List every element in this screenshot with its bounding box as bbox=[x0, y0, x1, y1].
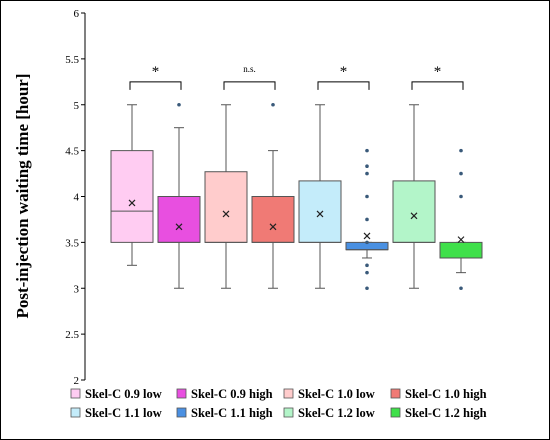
legend-swatch bbox=[283, 388, 294, 399]
box-iqr bbox=[298, 180, 342, 243]
legend-item: Skel-C 1.0 high bbox=[390, 387, 487, 401]
legend-label: Skel-C 1.1 high bbox=[191, 406, 273, 420]
box-group bbox=[439, 148, 483, 291]
bracket-line bbox=[411, 81, 464, 90]
y-tick-label: 5 bbox=[74, 100, 80, 112]
significance-label: * bbox=[340, 64, 348, 80]
y-tick-label: 4.5 bbox=[65, 146, 79, 158]
legend-item: Skel-C 1.2 high bbox=[390, 406, 487, 420]
mean-marker bbox=[222, 210, 230, 218]
y-tick-label: 3 bbox=[74, 283, 80, 295]
bracket-line bbox=[317, 81, 370, 90]
outlier-point bbox=[365, 217, 369, 222]
significance-brackets: * n.s. * * bbox=[129, 64, 464, 90]
legend-label: Skel-C 1.2 high bbox=[405, 406, 487, 420]
box-iqr bbox=[157, 196, 201, 243]
box-group bbox=[204, 104, 248, 289]
legend-swatch bbox=[70, 388, 81, 399]
outlier-point bbox=[459, 194, 463, 199]
y-tick-label: 2.5 bbox=[65, 329, 79, 341]
significance-bracket: n.s. bbox=[223, 64, 276, 90]
outlier-point bbox=[365, 286, 369, 291]
mean-marker bbox=[175, 223, 183, 231]
outlier-point bbox=[365, 270, 369, 275]
y-tick-label: 6 bbox=[74, 8, 80, 20]
legend-swatch bbox=[176, 407, 187, 418]
legend: Skel-C 0.9 low Skel-C 0.9 high Skel-C 1.0 … bbox=[70, 387, 487, 420]
significance-bracket: * bbox=[317, 64, 370, 90]
outlier-point bbox=[365, 164, 369, 169]
legend-label: Skel-C 0.9 high bbox=[191, 387, 273, 401]
legend-swatch bbox=[176, 388, 187, 399]
legend-item: Skel-C 1.1 high bbox=[176, 406, 273, 420]
y-axis: 2 2.5 3 3.5 4 4.5 5 5.5 6 bbox=[65, 8, 86, 387]
outlier-point bbox=[365, 171, 369, 176]
box-iqr bbox=[251, 196, 295, 243]
box-group bbox=[298, 104, 342, 289]
legend-label: Skel-C 1.1 low bbox=[85, 406, 162, 420]
legend-item: Skel-C 1.0 low bbox=[283, 387, 375, 401]
plot-area bbox=[110, 102, 483, 291]
y-axis-title: Post-injection waiting time [hour] bbox=[13, 73, 32, 318]
box-group bbox=[392, 104, 436, 289]
legend-swatch bbox=[390, 407, 401, 418]
box-group bbox=[110, 104, 154, 266]
outlier-point bbox=[271, 102, 275, 107]
legend-label: Skel-C 1.0 high bbox=[405, 387, 487, 401]
significance-bracket: * bbox=[129, 64, 182, 90]
box-group bbox=[157, 102, 201, 289]
significance-label: * bbox=[152, 64, 160, 80]
legend-label: Skel-C 1.2 low bbox=[298, 406, 375, 420]
y-tick-label: 4 bbox=[74, 192, 80, 204]
bracket-line bbox=[223, 81, 276, 90]
bracket-line bbox=[129, 81, 182, 90]
outlier-point bbox=[365, 263, 369, 268]
box-group bbox=[251, 102, 295, 289]
legend-swatch bbox=[283, 407, 294, 418]
outlier-point bbox=[459, 286, 463, 291]
legend-swatch bbox=[390, 388, 401, 399]
legend-swatch bbox=[70, 407, 81, 418]
box-iqr bbox=[392, 180, 436, 243]
legend-label: Skel-C 0.9 low bbox=[85, 387, 162, 401]
mean-marker bbox=[457, 236, 465, 244]
y-tick-label: 2 bbox=[74, 375, 80, 387]
box-iqr bbox=[110, 150, 154, 243]
legend-item: Skel-C 1.1 low bbox=[70, 406, 162, 420]
mean-marker bbox=[316, 210, 324, 218]
mean-marker bbox=[410, 212, 418, 220]
outlier-point bbox=[365, 148, 369, 153]
box-group bbox=[345, 148, 389, 291]
mean-marker bbox=[363, 232, 371, 240]
legend-label: Skel-C 1.0 low bbox=[298, 387, 375, 401]
outlier-point bbox=[365, 240, 369, 245]
legend-item: Skel-C 0.9 high bbox=[176, 387, 273, 401]
outlier-point bbox=[177, 102, 181, 107]
outlier-point bbox=[459, 171, 463, 176]
mean-marker bbox=[128, 199, 136, 207]
outlier-point bbox=[459, 148, 463, 153]
significance-bracket: * bbox=[411, 64, 464, 90]
mean-marker bbox=[269, 223, 277, 231]
significance-label: * bbox=[434, 64, 442, 80]
outlier-point bbox=[365, 194, 369, 199]
significance-label: n.s. bbox=[243, 64, 256, 74]
box-iqr bbox=[204, 171, 248, 243]
box-iqr bbox=[439, 241, 483, 259]
y-tick-label: 5.5 bbox=[65, 54, 79, 66]
legend-item: Skel-C 0.9 low bbox=[70, 387, 162, 401]
legend-item: Skel-C 1.2 low bbox=[283, 406, 375, 420]
y-tick-label: 3.5 bbox=[65, 237, 79, 249]
